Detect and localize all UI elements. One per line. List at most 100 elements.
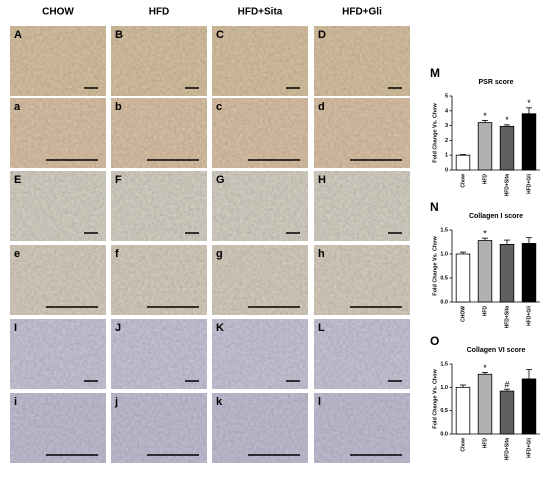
bar [455,386,471,435]
y-tick-label: 1 [445,153,448,159]
y-tick-label: 1.0 [440,251,448,257]
micrograph [10,171,106,241]
x-tick-label: HFD+Gli [526,173,532,193]
significance-mark: * [483,363,487,373]
chart-title: PSR score [478,79,513,86]
micrograph [212,319,308,389]
y-tick-label: 3 [445,123,448,129]
panel-label: d [318,101,325,113]
bar-chart: N Collagen I score Fold Change Vs. Chow0.0… [430,200,540,328]
micrograph [212,393,308,463]
x-tick-label: Chow [460,438,466,452]
micrograph [10,319,106,389]
bar [455,253,471,303]
panel-letter: O [430,334,439,348]
x-tick-label: HFD+Sita [504,306,510,329]
panel-label: l [318,396,321,408]
chart-title: Collagen I score [469,213,523,220]
panel-letter: M [430,66,440,80]
micrograph [314,26,410,96]
micrograph [10,393,106,463]
panel-label: k [216,396,223,408]
y-tick-label: 1.5 [440,361,448,367]
x-tick-label: CHOW [460,306,466,322]
panel-label: i [14,396,17,408]
panel-label: j [114,396,118,408]
column-header: HFD [149,7,170,18]
bar [499,125,515,171]
x-tick-label: HFD+Gli [526,305,532,325]
micrograph [111,319,207,389]
x-tick-label: HFD+Sita [504,438,510,461]
x-tick-label: HFD [482,306,488,317]
y-tick-label: 0.5 [440,275,448,281]
x-tick-label: HFD+Sita [504,174,510,197]
micrograph [314,171,410,241]
significance-mark: # [504,380,509,390]
micrograph [314,245,410,315]
x-tick-label: HFD [482,438,488,449]
y-tick-label: 0.5 [440,408,448,414]
micrograph [10,98,106,168]
panel-label: C [216,29,224,41]
bar [477,122,493,171]
panel-label: L [318,322,325,334]
micrograph [111,393,207,463]
panel-label: K [216,322,224,334]
y-tick-label: 1.0 [440,385,448,391]
panel-label: f [115,248,119,260]
micrograph [314,393,410,463]
micrograph [10,26,106,96]
panel-label: F [115,174,122,186]
micrograph [212,26,308,96]
panel-label: g [216,248,223,260]
y-axis-label: Fold Change Vs. Chow [432,368,438,428]
bar [521,243,537,303]
column-header: HFD+Gli [342,7,382,18]
column-header: HFD+Sita [238,7,283,18]
significance-mark: * [483,111,487,121]
x-tick-label: HFD+Gli [526,437,532,457]
bar [499,243,515,303]
micrograph [212,98,308,168]
micrograph [314,98,410,168]
bar-chart: O Collagen VI score Fold Change Vs. Chow0.… [430,334,540,460]
y-tick-label: 4 [445,108,449,114]
significance-mark: * [483,229,487,239]
bar [521,113,537,171]
significance-mark: * [527,98,531,108]
micrograph [212,245,308,315]
y-tick-label: 0.0 [440,431,448,437]
micrograph [111,171,207,241]
panel-label: J [115,322,121,334]
micrograph [212,171,308,241]
y-tick-label: 0 [445,167,448,173]
panel-label: H [318,174,326,186]
micrograph [111,98,207,168]
panel-label: h [318,248,325,260]
bar [521,378,537,435]
panel-label: A [14,29,22,41]
x-tick-label: Chow [460,174,466,188]
panel-label: a [14,101,21,113]
panel-label: e [14,248,20,260]
panel-label: c [216,101,222,113]
y-axis-label: Fold Change Vs. Chow [432,235,438,295]
y-axis-label: Fold Change Vs. Chow [432,102,438,162]
significance-mark: * [505,115,509,125]
panel-label: G [216,174,225,186]
x-tick-label: HFD [482,174,488,185]
bar [477,373,493,435]
y-tick-label: 2 [445,138,448,144]
bar-chart: M PSR score Fold Change Vs. Chow 0 1 2 3 4 5 Chow… [430,66,540,196]
chart-title: Collagen VI score [467,347,526,354]
micrograph [111,245,207,315]
panel-label: D [318,29,326,41]
bar [477,240,493,303]
micrograph [314,319,410,389]
micrograph [10,245,106,315]
y-tick-label: 5 [445,93,448,99]
micrograph [111,26,207,96]
